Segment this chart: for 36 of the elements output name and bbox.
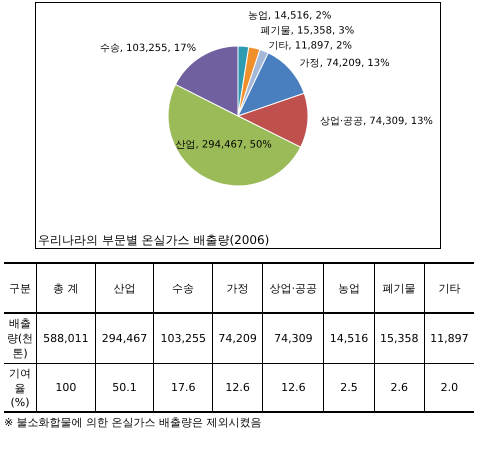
category-label: 산업 <box>95 263 154 313</box>
slice-label: 가정, 74,209, 13% <box>300 58 390 69</box>
text: 294,467 <box>102 332 148 345</box>
text: 50.1 <box>112 381 137 394</box>
slice-label: 수송, 103,255, 17% <box>100 42 196 54</box>
category-label: 가정 <box>212 263 263 313</box>
text: 14,516 <box>330 332 368 345</box>
category-label: 총 계 <box>36 263 96 313</box>
text: 2.6 <box>390 381 408 394</box>
category-label: 수송 <box>154 263 213 313</box>
category-label: 기타 <box>424 263 474 313</box>
text: 2.5 <box>340 381 358 394</box>
text: 2.0 <box>440 381 458 394</box>
text: 100 <box>55 381 76 394</box>
category-label: 상업·공공 <box>262 263 324 313</box>
slice-label: 농업, 14,516, 2% <box>248 10 332 22</box>
text: 12.6 <box>281 381 306 394</box>
text: 74,309 <box>274 332 313 345</box>
text: 구분 <box>4 263 36 313</box>
slice-label: 기타, 11,897, 2% <box>268 40 352 52</box>
category-label: 기여율(%) <box>9 367 31 409</box>
text: 우리나라의 부문별 온실가스 배출량(2006) <box>38 233 270 247</box>
slice-label: 산업, 294,467, 50% <box>176 140 272 151</box>
text: 588,011 <box>43 332 89 345</box>
text: 103,255 <box>160 332 206 345</box>
text: 74,209 <box>218 332 257 345</box>
slice-label: 폐기물, 15,358, 3% <box>260 25 354 36</box>
category-label: 농업 <box>324 263 374 313</box>
text: 17.6 <box>170 381 196 394</box>
text: ※ 불소화합물에 의한 온실가스 배출량은 제외시켰음 <box>4 415 263 430</box>
category-label: 배출량(천톤) <box>6 317 34 360</box>
category-label: 폐기물 <box>374 263 424 313</box>
text: 12.6 <box>225 381 250 394</box>
slice-label: 상업·공공, 74,309, 13% <box>320 116 433 128</box>
text: 11,897 <box>430 332 469 345</box>
text: 15,358 <box>380 332 418 345</box>
